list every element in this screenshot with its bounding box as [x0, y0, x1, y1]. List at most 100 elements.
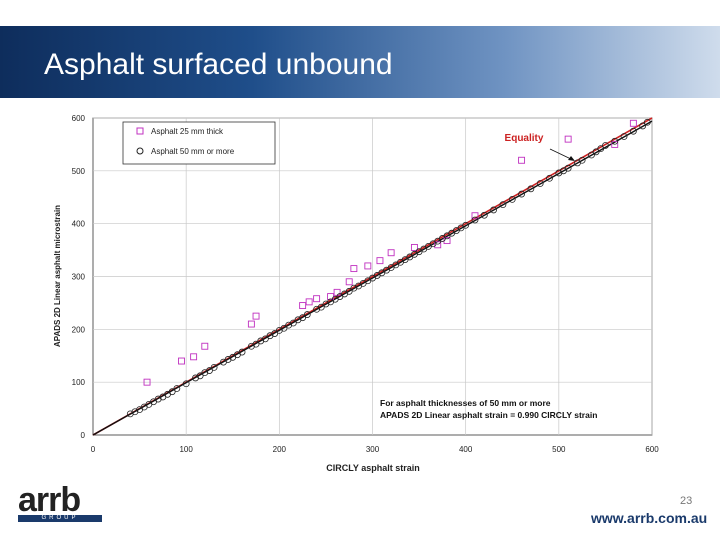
data-point-25mm	[518, 156, 526, 164]
x-axis-label: CIRCLY asphalt strain	[326, 463, 420, 473]
x-tick-label: 300	[366, 445, 380, 454]
data-point-25mm	[410, 243, 418, 251]
data-point-25mm	[387, 249, 395, 257]
x-tick-label: 100	[179, 445, 193, 454]
data-point-50mm	[345, 287, 353, 295]
title-banner	[0, 26, 720, 98]
data-point-50mm	[196, 372, 204, 380]
data-point-50mm	[192, 374, 199, 382]
data-point-50mm	[280, 324, 288, 332]
data-point-25mm	[178, 357, 185, 365]
logo-wordmark: arrb	[18, 481, 81, 519]
data-point-50mm	[247, 342, 255, 350]
equality-arrow	[549, 148, 574, 161]
data-point-25mm	[252, 312, 260, 320]
data-point-50mm	[313, 305, 321, 313]
data-point-50mm	[620, 133, 628, 140]
data-point-50mm	[592, 148, 600, 156]
data-point-25mm	[299, 302, 307, 310]
legend-square-marker	[136, 127, 144, 135]
y-tick-label: 100	[72, 378, 86, 387]
equality-annotation: Equality	[505, 133, 544, 144]
data-point-25mm	[305, 298, 313, 306]
data-point-50mm	[257, 337, 265, 345]
y-axis-label: APADS 2D Linear asphalt microstrain	[53, 205, 62, 347]
legend-circle-marker	[136, 147, 144, 155]
data-point-50mm	[643, 118, 651, 126]
x-tick-label: 500	[552, 445, 566, 454]
page-number: 23	[680, 495, 693, 507]
data-point-25mm	[434, 241, 442, 249]
data-point-50mm	[289, 319, 297, 327]
data-point-25mm	[350, 265, 358, 273]
data-point-50mm	[252, 340, 260, 348]
data-point-50mm	[261, 335, 269, 343]
x-tick-label: 0	[91, 445, 96, 454]
data-point-25mm	[471, 212, 479, 220]
data-point-25mm	[611, 140, 619, 148]
legend-label-50mm: Asphalt 50 mm or more	[151, 147, 235, 156]
fit-line	[92, 120, 653, 436]
data-point-50mm	[303, 311, 311, 318]
data-point-50mm	[238, 348, 246, 356]
data-point-25mm	[313, 295, 321, 303]
arrb-logo: arrb GROUP	[18, 483, 102, 522]
data-point-50mm	[271, 330, 279, 337]
data-point-25mm	[564, 135, 572, 143]
y-tick-label: 0	[81, 431, 86, 440]
data-point-50mm	[578, 156, 586, 164]
slide-title: Asphalt surfaced unbound	[44, 48, 393, 81]
data-point-50mm	[611, 137, 619, 145]
logo-group-text: GROUP	[18, 515, 102, 522]
data-point-50mm	[597, 145, 605, 153]
data-point-25mm	[443, 237, 451, 245]
data-point-50mm	[206, 367, 213, 374]
data-point-50mm	[536, 180, 544, 187]
data-point-25mm	[376, 257, 384, 265]
fit-note-line2: APADS 2D Linear asphalt strain = 0.990 C…	[380, 410, 597, 420]
data-point-50mm	[499, 201, 507, 209]
data-point-25mm	[190, 353, 198, 361]
data-point-50mm	[639, 122, 647, 130]
data-point-50mm	[518, 190, 525, 198]
x-tick-label: 400	[459, 445, 473, 454]
data-point-50mm	[131, 408, 139, 416]
y-tick-label: 200	[72, 325, 86, 334]
data-point-50mm	[275, 326, 283, 334]
fit-note-line1: For asphalt thicknesses of 50 mm or more	[380, 398, 551, 408]
data-point-50mm	[173, 385, 181, 392]
data-point-25mm	[345, 278, 353, 286]
data-point-50mm	[527, 185, 535, 193]
data-point-50mm	[508, 195, 516, 203]
data-point-25mm	[201, 342, 209, 350]
y-tick-label: 500	[72, 167, 86, 176]
y-tick-label: 300	[72, 273, 86, 282]
data-point-50mm	[201, 369, 209, 377]
data-point-25mm	[247, 320, 255, 328]
legend-label-25mm: Asphalt 25 mm thick	[151, 127, 224, 136]
data-point-50mm	[546, 174, 553, 182]
data-point-50mm	[350, 284, 358, 292]
data-point-50mm	[224, 356, 232, 363]
data-point-50mm	[266, 332, 274, 340]
footer-url: www.arrb.com.au	[591, 510, 708, 526]
x-tick-label: 600	[645, 445, 659, 454]
y-tick-label: 400	[72, 220, 86, 229]
data-point-50mm	[285, 321, 293, 329]
data-point-50mm	[471, 216, 479, 224]
legend-box	[122, 121, 276, 165]
data-point-25mm	[629, 119, 637, 127]
x-tick-label: 200	[273, 445, 287, 454]
data-point-50mm	[182, 380, 190, 388]
data-point-50mm	[168, 388, 176, 396]
data-point-50mm	[555, 169, 563, 177]
data-point-50mm	[322, 300, 330, 308]
data-point-50mm	[490, 206, 498, 214]
data-point-50mm	[564, 164, 572, 172]
data-point-50mm	[294, 316, 302, 324]
data-point-50mm	[126, 410, 134, 418]
data-point-50mm	[480, 211, 488, 219]
y-tick-label: 600	[72, 114, 86, 123]
